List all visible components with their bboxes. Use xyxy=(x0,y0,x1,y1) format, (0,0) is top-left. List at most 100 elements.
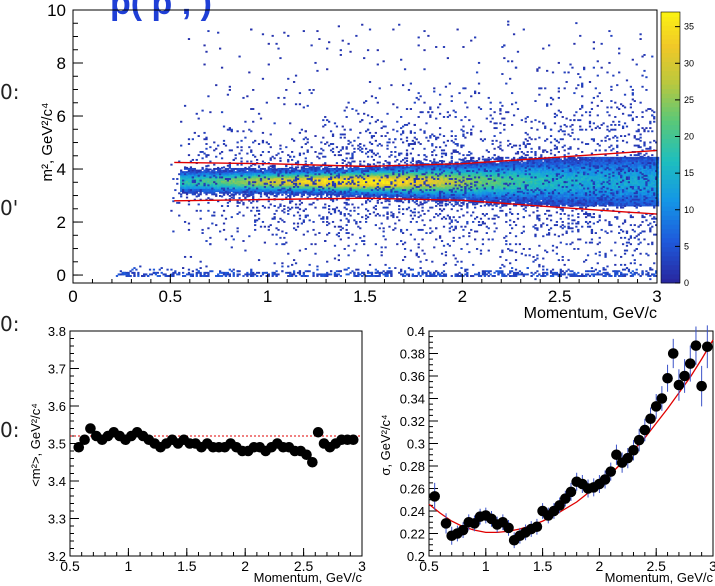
heatmap-cell xyxy=(534,183,537,186)
heatmap-cell xyxy=(538,175,541,178)
heatmap-cell xyxy=(435,166,438,169)
heatmap-cell xyxy=(347,188,350,191)
heatmap-cell xyxy=(401,182,405,185)
heatmap-cell xyxy=(567,187,570,189)
heatmap-cell xyxy=(477,171,481,174)
heatmap-cell xyxy=(421,171,424,174)
heatmap-cell xyxy=(594,160,597,162)
heatmap-cell xyxy=(345,172,348,175)
heatmap-cell xyxy=(433,196,436,199)
heatmap-cell xyxy=(549,190,553,193)
heatmap-cell xyxy=(592,193,596,196)
heatmap-cell xyxy=(485,187,488,189)
heatmap-cell xyxy=(456,166,459,169)
heatmap-cell xyxy=(232,174,235,177)
heatmap-cell xyxy=(540,180,543,183)
heatmap-cell xyxy=(328,172,331,175)
heatmap-cell xyxy=(489,164,492,167)
heatmap-cell xyxy=(557,195,560,197)
heatmap-cell xyxy=(300,187,304,189)
heatmap-cell xyxy=(429,169,432,172)
heatmap-cell xyxy=(435,161,438,164)
heatmap-cell xyxy=(446,190,450,193)
heatmap-cell xyxy=(526,172,529,175)
heatmap-cell xyxy=(526,195,529,197)
heatmap-cell xyxy=(195,185,198,188)
heatmap-cell xyxy=(187,174,191,177)
heatmap-cell xyxy=(386,191,389,194)
heatmap-cell xyxy=(442,177,446,180)
heatmap-cell xyxy=(544,167,547,170)
heatmap-cell xyxy=(419,182,422,185)
heatmap-cell xyxy=(250,164,253,167)
heatmap-cell xyxy=(191,183,194,186)
heatmap-cell xyxy=(512,180,516,183)
heatmap-cell xyxy=(487,175,490,178)
heatmap-cell xyxy=(234,182,237,185)
heatmap-cell xyxy=(244,193,247,196)
heatmap-cell xyxy=(586,171,590,174)
heatmap-cell xyxy=(590,190,594,193)
heatmap-cell xyxy=(242,187,245,189)
heatmap-cell xyxy=(450,185,453,188)
heatmap-cell xyxy=(291,171,294,174)
heatmap-cell xyxy=(425,177,428,180)
heatmap-cell xyxy=(304,167,307,170)
heatmap-cell xyxy=(409,171,413,174)
heatmap-cell xyxy=(328,179,331,181)
heatmap-cell xyxy=(337,179,340,181)
heatmap-cell xyxy=(351,188,354,191)
heatmap-cell xyxy=(304,188,307,191)
heatmap-cell xyxy=(468,196,471,199)
heatmap-cell xyxy=(433,191,436,194)
heatmap-cell xyxy=(581,196,584,199)
heatmap-cell xyxy=(546,202,549,205)
heatmap-cell xyxy=(197,172,200,175)
heatmap-cell xyxy=(512,187,516,189)
heatmap-cell xyxy=(236,188,239,191)
heatmap-cell xyxy=(468,191,471,194)
heatmap-cell xyxy=(423,191,426,194)
heatmap-cell xyxy=(236,174,239,177)
heatmap-cell xyxy=(203,172,206,175)
heatmap-cell xyxy=(551,202,555,205)
heatmap-cell xyxy=(475,166,479,169)
heatmap-cell xyxy=(324,169,327,172)
heatmap-cell xyxy=(546,195,549,197)
heatmap-cell xyxy=(314,174,317,177)
heatmap-cell xyxy=(232,169,235,172)
heatmap-cell xyxy=(588,198,592,201)
heatmap-cell xyxy=(368,171,372,174)
heatmap-cell xyxy=(565,182,568,185)
heatmap-cell xyxy=(261,183,265,186)
heatmap-cell xyxy=(205,177,208,180)
heatmap-cell xyxy=(600,177,603,180)
heatmap-cell xyxy=(347,183,350,186)
heatmap-cell xyxy=(458,164,461,167)
heatmap-cell xyxy=(592,163,596,166)
heatmap-cell xyxy=(557,188,560,191)
heatmap-cell xyxy=(446,182,450,185)
heatmap-cell xyxy=(503,164,506,167)
heatmap-cell xyxy=(522,195,525,197)
heatmap-cell xyxy=(211,180,214,183)
heatmap-cell xyxy=(600,160,603,162)
heatmap-cell xyxy=(581,193,584,196)
heatmap-cell xyxy=(180,193,183,196)
heatmap-cell xyxy=(528,193,531,196)
heatmap-cell xyxy=(230,190,233,193)
heatmap-cell xyxy=(446,198,450,201)
heatmap-cell xyxy=(224,185,228,188)
heatmap-cell xyxy=(561,204,564,207)
heatmap-cell xyxy=(559,163,562,166)
heatmap-cell xyxy=(415,166,418,169)
heatmap-cell xyxy=(306,190,309,193)
heatmap-cell xyxy=(512,174,516,177)
heatmap-cell xyxy=(511,185,514,188)
heatmap-cell xyxy=(534,179,537,181)
heatmap-cell xyxy=(294,188,298,191)
heatmap-cell xyxy=(357,182,360,185)
heatmap-cell xyxy=(205,172,208,175)
heatmap-cell xyxy=(481,174,485,177)
heatmap-cell xyxy=(594,175,597,178)
